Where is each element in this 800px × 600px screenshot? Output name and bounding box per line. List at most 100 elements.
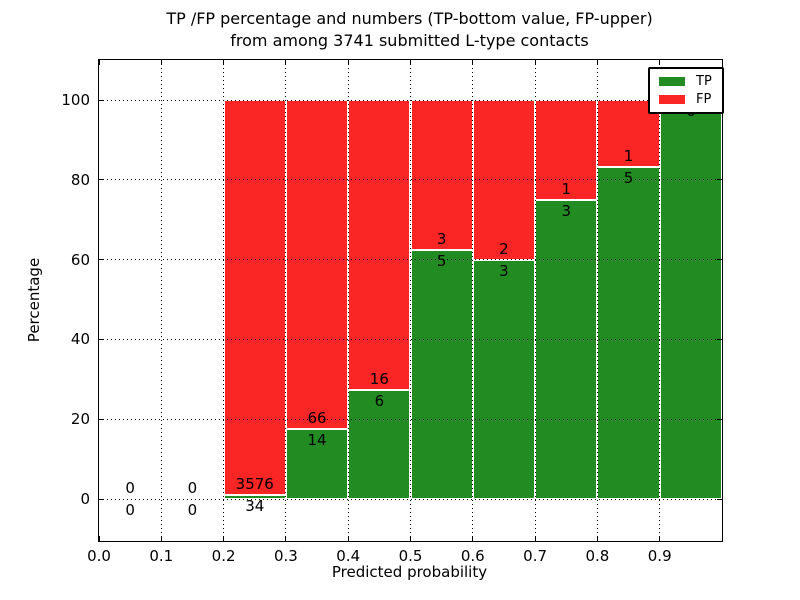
fp-bar bbox=[223, 100, 286, 496]
y-tick-mark bbox=[99, 338, 104, 340]
y-axis-label: Percentage bbox=[25, 257, 43, 343]
x-tick-mark bbox=[659, 536, 661, 541]
y-gridline bbox=[99, 99, 722, 101]
fp-count-label: 1 bbox=[561, 179, 572, 198]
tp-count-label: 3 bbox=[499, 261, 509, 280]
tp-bar bbox=[659, 100, 722, 499]
x-tick-mark bbox=[534, 536, 536, 541]
y-tick-label: 60 bbox=[70, 250, 90, 269]
y-tick-mark-right bbox=[717, 418, 722, 420]
y-tick-label: 20 bbox=[70, 410, 90, 429]
tp-bar bbox=[597, 166, 660, 499]
chart-title-line-1: TP /FP percentage and numbers (TP-bottom… bbox=[166, 9, 653, 28]
x-tick-mark-top bbox=[98, 60, 100, 65]
chart-title: TP /FP percentage and numbers (TP-bottom… bbox=[98, 8, 721, 52]
x-gridline bbox=[659, 60, 661, 541]
fp-count-label: 3 bbox=[436, 229, 447, 248]
y-tick-mark bbox=[99, 99, 104, 101]
x-tick-label: 0.8 bbox=[585, 547, 610, 565]
y-tick-label: 80 bbox=[70, 170, 90, 189]
y-tick-label: 40 bbox=[70, 330, 90, 349]
legend: TP FP bbox=[648, 67, 724, 114]
x-tick-mark-top bbox=[285, 60, 287, 65]
x-gridline bbox=[160, 60, 162, 541]
x-tick-mark bbox=[285, 536, 287, 541]
x-tick-mark bbox=[347, 536, 349, 541]
fp-bar bbox=[410, 100, 473, 250]
fp-count-label: 0 bbox=[187, 479, 198, 497]
fp-legend-swatch bbox=[659, 95, 685, 104]
x-gridline bbox=[223, 60, 225, 541]
x-gridline bbox=[347, 60, 349, 541]
x-tick-mark-top bbox=[659, 60, 661, 65]
tp-count-label: 0 bbox=[187, 501, 198, 519]
x-tick-mark-top bbox=[160, 60, 162, 65]
plot-area: 0.0 0.1 0.2 0.3 0.4 0.5 0.6 0.7 0.8 0.9 0 20 40 60 80 1… bbox=[61, 59, 724, 565]
x-tick-mark-top bbox=[347, 60, 349, 65]
tp-legend-label: TP bbox=[696, 74, 712, 89]
fp-bar bbox=[535, 100, 598, 200]
x-tick-label: 0.3 bbox=[273, 547, 298, 565]
x-gridline bbox=[410, 60, 411, 541]
x-axis-label: Predicted probability bbox=[331, 563, 488, 581]
x-gridline bbox=[596, 60, 598, 541]
tp-bar bbox=[348, 390, 411, 499]
y-tick-mark-right bbox=[717, 338, 722, 340]
x-tick-label: 0.7 bbox=[523, 547, 548, 565]
tp-bar bbox=[410, 249, 473, 499]
y-tick-mark bbox=[99, 418, 104, 420]
y-tick-label: 100 bbox=[61, 91, 90, 109]
legend-item-fp: FP bbox=[659, 93, 712, 106]
x-tick-label: 0.0 bbox=[87, 547, 111, 565]
x-tick-mark-top bbox=[410, 60, 411, 65]
x-gridline bbox=[285, 60, 287, 541]
y-gridline bbox=[99, 179, 722, 181]
fp-count-label: 1 bbox=[623, 146, 634, 165]
tp-count-label: 6 bbox=[374, 392, 385, 411]
fp-count-label: 3576 bbox=[235, 475, 274, 494]
y-tick-mark bbox=[99, 179, 104, 181]
tp-count-label: 5 bbox=[436, 251, 447, 270]
x-tick-mark-top bbox=[596, 60, 598, 65]
fp-count-label: 2 bbox=[499, 239, 509, 258]
legend-item-tp: TP bbox=[659, 75, 712, 88]
x-tick-mark bbox=[223, 536, 225, 541]
x-tick-label: 0.9 bbox=[647, 547, 672, 565]
fp-bar bbox=[285, 100, 349, 430]
x-tick-mark bbox=[98, 536, 100, 541]
y-gridline bbox=[99, 338, 722, 340]
y-tick-mark bbox=[99, 259, 104, 261]
y-tick-label: 0 bbox=[80, 490, 90, 508]
x-tick-mark bbox=[596, 536, 598, 541]
tp-legend-swatch bbox=[659, 77, 685, 86]
chart-title-line-2: from among 3741 submitted L-type contact… bbox=[230, 31, 589, 50]
x-tick-label: 0.6 bbox=[460, 547, 485, 565]
x-tick-mark bbox=[160, 536, 162, 541]
tp-count-label: 34 bbox=[245, 497, 265, 516]
fp-legend-label: FP bbox=[696, 92, 712, 107]
x-tick-mark bbox=[410, 536, 411, 541]
tp-count-label: 0 bbox=[125, 501, 135, 519]
x-tick-label: 0.1 bbox=[149, 547, 174, 565]
y-gridline bbox=[99, 418, 722, 420]
y-tick-mark-right bbox=[717, 498, 722, 500]
tp-count-label: 14 bbox=[307, 431, 327, 450]
tp-count-label: 5 bbox=[623, 168, 634, 187]
x-tick-label: 0.5 bbox=[398, 547, 423, 565]
tp-count-label: 3 bbox=[561, 201, 572, 220]
y-gridline bbox=[99, 498, 722, 500]
x-tick-label: 0.4 bbox=[336, 547, 361, 565]
x-gridline bbox=[534, 60, 536, 541]
y-gridline bbox=[99, 259, 722, 261]
x-tick-mark bbox=[472, 536, 474, 541]
fp-count-label: 0 bbox=[125, 479, 135, 497]
tp-bar bbox=[535, 199, 598, 499]
x-tick-mark-top bbox=[534, 60, 536, 65]
fp-bar bbox=[348, 100, 411, 391]
tp-bar bbox=[472, 259, 536, 499]
y-tick-mark-right bbox=[717, 179, 722, 181]
fp-count-label: 66 bbox=[307, 409, 327, 428]
x-tick-mark-top bbox=[472, 60, 474, 65]
x-tick-label: 0.2 bbox=[211, 547, 236, 565]
